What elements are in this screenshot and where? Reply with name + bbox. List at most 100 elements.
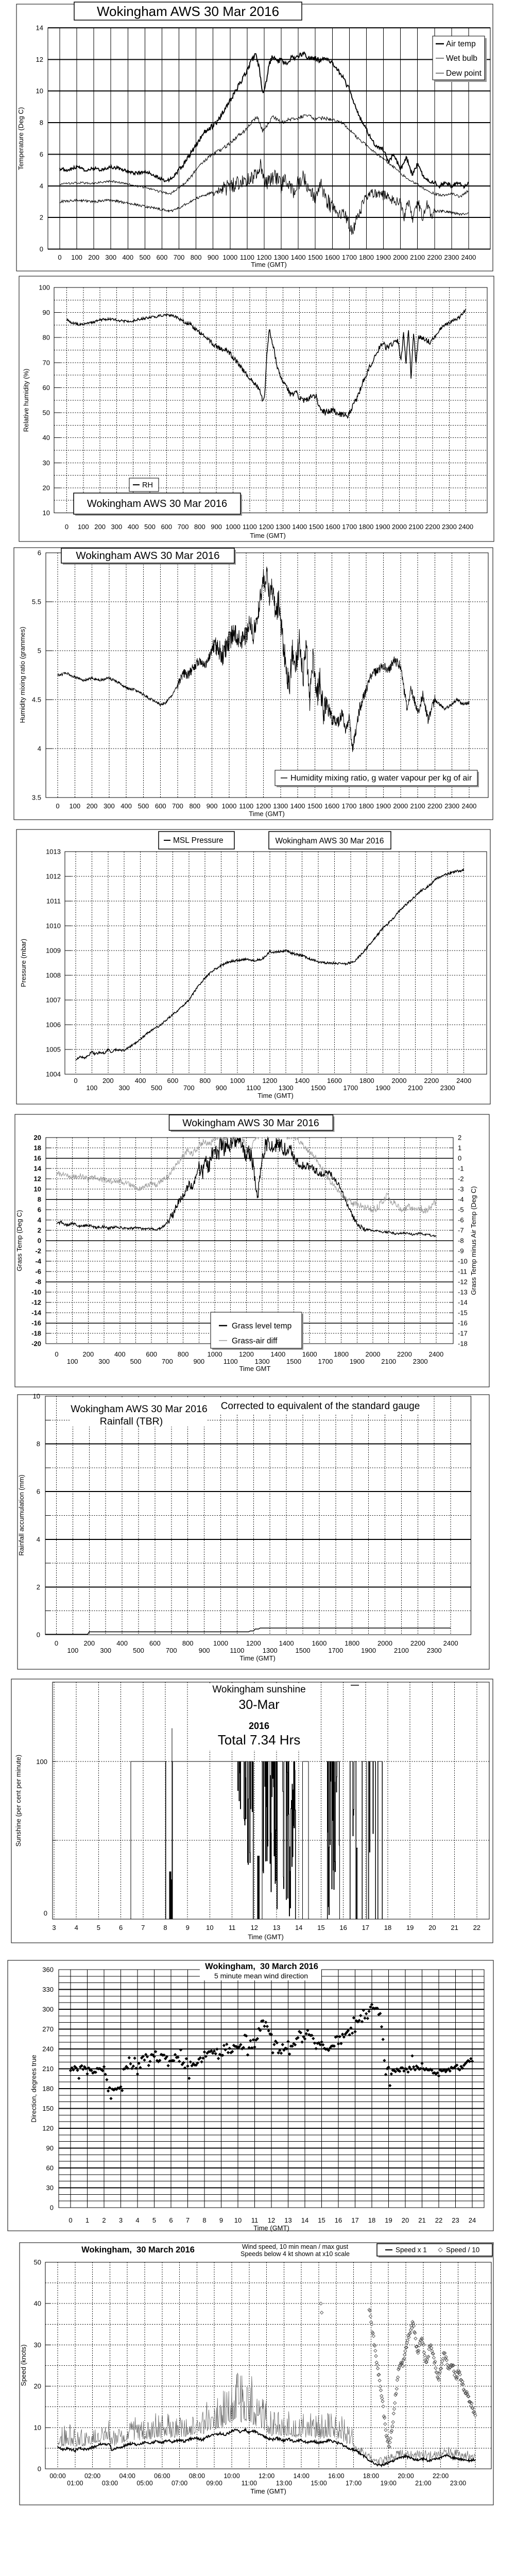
svg-text:2200: 2200: [397, 1350, 412, 1358]
svg-text:MSL Pressure: MSL Pressure: [173, 836, 224, 845]
svg-text:2100: 2100: [408, 523, 423, 531]
svg-text:Speed (knots): Speed (knots): [20, 2345, 27, 2386]
svg-text:20: 20: [43, 484, 50, 492]
svg-text:14: 14: [36, 24, 43, 32]
svg-text:23:00: 23:00: [450, 2480, 466, 2487]
svg-text:100: 100: [78, 523, 89, 531]
svg-text:500: 500: [138, 802, 149, 810]
svg-text:Dew point: Dew point: [446, 69, 482, 78]
svg-text:12: 12: [268, 2216, 275, 2224]
svg-text:3: 3: [119, 2216, 123, 2224]
svg-text:11: 11: [251, 2216, 259, 2224]
svg-text:2100: 2100: [408, 1084, 423, 1092]
svg-text:22:00: 22:00: [433, 2472, 449, 2480]
svg-text:18: 18: [384, 1924, 391, 1931]
svg-text:10:00: 10:00: [224, 2472, 239, 2480]
svg-text:-15: -15: [458, 1309, 468, 1317]
svg-text:2300: 2300: [444, 802, 459, 810]
svg-text:1800: 1800: [334, 1350, 349, 1358]
svg-text:2200: 2200: [410, 1639, 425, 1647]
svg-text:2000: 2000: [392, 523, 407, 531]
svg-text:5: 5: [97, 1924, 100, 1931]
svg-text:200: 200: [87, 802, 98, 810]
svg-text:2400: 2400: [428, 1350, 443, 1358]
svg-text:1600: 1600: [327, 1077, 342, 1084]
svg-text:20: 20: [402, 2216, 409, 2224]
svg-text:2400: 2400: [456, 1077, 471, 1084]
svg-text:Time (GMT): Time (GMT): [249, 810, 285, 818]
svg-text:23: 23: [452, 2216, 459, 2224]
svg-text:Time GMT: Time GMT: [239, 1365, 271, 1372]
svg-text:1300: 1300: [255, 1358, 270, 1365]
svg-text:900: 900: [207, 802, 218, 810]
svg-text:-3: -3: [458, 1185, 464, 1193]
svg-text:1100: 1100: [230, 1647, 244, 1654]
svg-text:-9: -9: [458, 1247, 464, 1255]
svg-text:1100: 1100: [240, 253, 254, 261]
svg-text:Wokingham AWS 30 Mar 2016: Wokingham AWS 30 Mar 2016: [76, 550, 219, 562]
svg-text:Grass level temp: Grass level temp: [232, 1322, 291, 1331]
svg-text:12: 12: [34, 1175, 41, 1183]
svg-text:0: 0: [458, 1155, 461, 1162]
svg-text:13: 13: [284, 2216, 291, 2224]
svg-text:90: 90: [43, 309, 50, 316]
svg-text:-2: -2: [35, 1247, 41, 1255]
svg-text:700: 700: [183, 1084, 195, 1092]
svg-text:30: 30: [46, 2184, 54, 2192]
svg-text:10: 10: [43, 509, 50, 517]
svg-text:4: 4: [40, 182, 43, 190]
svg-text:Wokingham AWS 30 Mar 2016: Wokingham AWS 30 Mar 2016: [275, 837, 384, 845]
svg-text:60: 60: [46, 2164, 54, 2172]
svg-text:-11: -11: [458, 1268, 467, 1276]
svg-text:Wokingham AWS 30 Mar 2016: Wokingham AWS 30 Mar 2016: [97, 4, 279, 19]
svg-text:24: 24: [469, 2216, 476, 2224]
svg-text:0: 0: [38, 2465, 41, 2473]
svg-text:1900: 1900: [376, 253, 391, 261]
svg-text:-12: -12: [31, 1299, 41, 1307]
svg-text:5 minute mean wind direction: 5 minute mean wind direction: [214, 1972, 308, 1980]
svg-text:3: 3: [52, 1924, 56, 1931]
svg-text:16: 16: [34, 1155, 41, 1162]
svg-text:600: 600: [157, 253, 168, 261]
svg-text:300: 300: [100, 1647, 111, 1654]
svg-text:2400: 2400: [443, 1639, 458, 1647]
svg-text:12: 12: [251, 1924, 258, 1931]
svg-text:1700: 1700: [343, 1084, 358, 1092]
svg-text:0: 0: [74, 1077, 77, 1084]
svg-text:1000: 1000: [221, 802, 236, 810]
svg-text:400: 400: [114, 1350, 126, 1358]
svg-text:Wokingham, 30 March 2016: Wokingham, 30 March 2016: [81, 2245, 195, 2255]
svg-text:-18: -18: [458, 1340, 468, 1348]
svg-text:1700: 1700: [342, 253, 357, 261]
svg-text:Rainfall accumulation (mm): Rainfall accumulation (mm): [18, 1475, 25, 1556]
svg-text:100: 100: [67, 1358, 78, 1365]
svg-text:300: 300: [42, 2006, 54, 2013]
svg-text:1900: 1900: [350, 1358, 365, 1365]
svg-text:700: 700: [166, 1647, 177, 1654]
svg-text:18:00: 18:00: [363, 2472, 379, 2480]
svg-text:21:00: 21:00: [415, 2480, 431, 2487]
svg-text:Time (GMT): Time (GMT): [248, 1933, 284, 1941]
svg-text:14:00: 14:00: [294, 2472, 310, 2480]
svg-text:4: 4: [135, 2216, 139, 2224]
svg-text:15: 15: [318, 2216, 325, 2224]
svg-text:1900: 1900: [361, 1647, 376, 1654]
svg-text:0: 0: [40, 245, 43, 253]
svg-text:1004: 1004: [46, 1071, 61, 1078]
svg-text:400: 400: [135, 1077, 146, 1084]
svg-text:RH: RH: [142, 481, 153, 489]
svg-text:100: 100: [36, 1758, 47, 1766]
svg-text:330: 330: [42, 1986, 54, 1993]
svg-text:30: 30: [43, 459, 50, 467]
svg-text:150: 150: [42, 2105, 54, 2112]
svg-text:2400: 2400: [458, 523, 473, 531]
svg-text:Total 7.34 Hrs: Total 7.34 Hrs: [218, 1732, 300, 1748]
svg-text:-8: -8: [458, 1237, 464, 1245]
svg-text:10: 10: [206, 1924, 213, 1931]
svg-text:30: 30: [34, 2341, 41, 2349]
svg-text:1200: 1200: [256, 253, 271, 261]
svg-text:300: 300: [105, 253, 116, 261]
svg-text:2100: 2100: [381, 1358, 396, 1365]
svg-text:20: 20: [34, 2382, 41, 2390]
svg-text:800: 800: [178, 1350, 189, 1358]
